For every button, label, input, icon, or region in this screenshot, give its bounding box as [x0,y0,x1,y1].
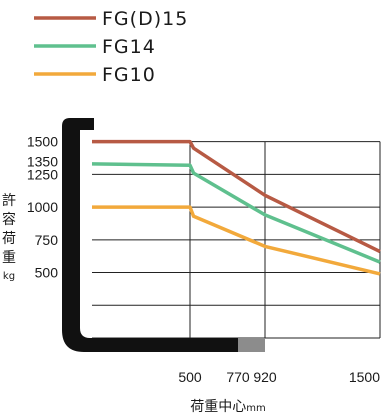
series-line [92,205,381,276]
x-axis-title: 荷重中心mm [190,399,265,415]
x-tick-label: 1500 [349,369,380,385]
y-tick-label: 1500 [27,134,58,150]
fork-shape [62,118,238,352]
y-axis-title-char: 許 [2,193,16,209]
x-tick-label: 500 [178,369,202,385]
chart-series [91,139,381,276]
x-tick-label: 770 [226,369,250,385]
x-axis-title-text: 荷重中心mm [190,399,265,415]
series-line [91,162,381,264]
fork-silhouette [62,118,265,352]
chart-grid [92,141,381,339]
x-axis-unit: mm [246,403,265,414]
x-tick-label: 920 [253,369,277,385]
y-axis-title-char: 容 [2,211,16,228]
series-line [92,139,381,254]
y-axis-title-char: 重 [2,250,16,266]
y-axis-title-char: 荷 [2,231,16,247]
fork-tip [238,338,265,352]
y-tick-label: 1350 [27,153,58,169]
legend-label: FG10 [102,64,156,86]
y-tick-label: 750 [35,232,59,248]
y-axis-unit: kg [3,271,15,282]
x-axis-ticks: 500 770 920 1500 [178,369,380,385]
legend-label: FG14 [102,36,156,58]
y-tick-label: 1000 [27,199,58,215]
y-tick-label: 1250 [27,166,58,182]
legend: FG(D)15 FG14 FG10 [34,8,188,86]
y-tick-label: 500 [35,265,59,281]
legend-label: FG(D)15 [102,8,188,30]
